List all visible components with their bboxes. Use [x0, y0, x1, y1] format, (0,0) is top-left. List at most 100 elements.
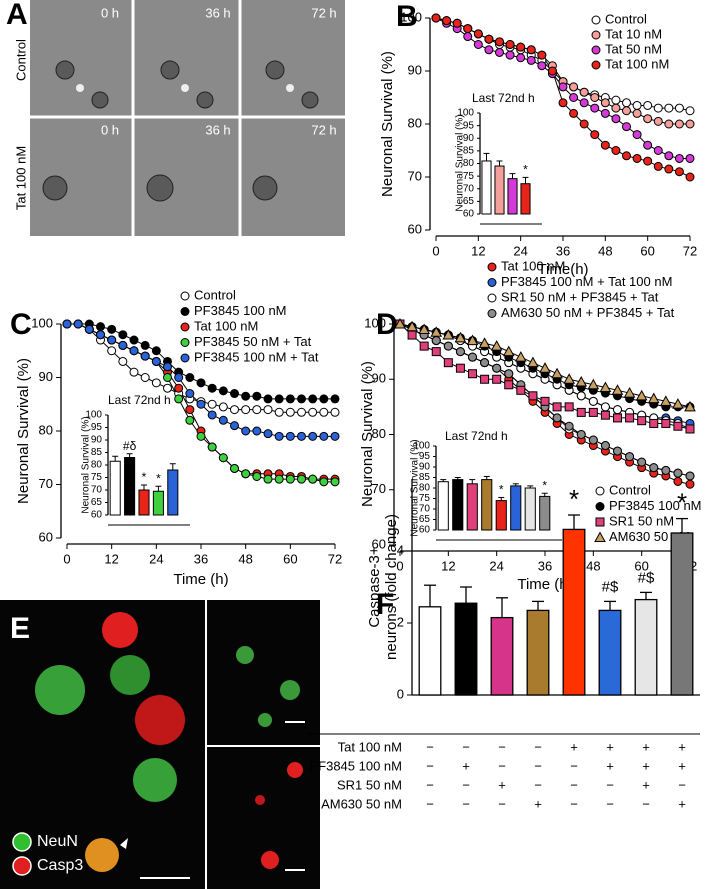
data-point: [207, 410, 217, 420]
data-point: [537, 50, 547, 60]
y-tick-label: 90: [39, 369, 53, 384]
x-tick-label: 36: [538, 558, 552, 573]
data-point: [484, 45, 494, 55]
data-point: [613, 413, 622, 423]
data-point: [635, 389, 648, 401]
y-tick-label: 60: [372, 536, 386, 551]
y-tick-label: 70: [463, 183, 475, 194]
x-tick-label: 12: [471, 243, 485, 258]
x-tick-label: 12: [104, 551, 118, 566]
x-axis-label: Time(h): [537, 261, 588, 278]
data-point: [622, 98, 631, 108]
x-tick-label: 60: [640, 243, 654, 258]
treatment-sign: −: [462, 777, 470, 792]
data-point: [431, 336, 441, 346]
legend-label: PF3845 100 nM: [194, 303, 287, 318]
data-point: [673, 468, 683, 478]
image-dividers: [140, 600, 320, 889]
treatment-label: SR1 50 nM: [337, 777, 402, 792]
data-point: [431, 347, 441, 357]
data-point: [504, 369, 514, 379]
data-point: [129, 335, 139, 345]
treatment-sign: −: [498, 796, 506, 811]
inset-title: Last 72nd h: [108, 393, 171, 407]
treatment-sign: +: [570, 739, 578, 754]
data-point: [463, 32, 473, 42]
data-point: [564, 421, 574, 431]
inset-bar: [466, 483, 478, 531]
legend-label: Control: [609, 482, 651, 497]
y-tick-label: 85: [91, 447, 103, 458]
legend-marker: [595, 486, 605, 496]
x-tick-label: 24: [489, 558, 503, 573]
treatment-sign: −: [606, 777, 614, 792]
y-tick-label: 80: [91, 460, 103, 471]
legend-marker: [591, 15, 601, 25]
legend-marker: [591, 45, 601, 55]
y-tick-label: 60: [39, 529, 53, 544]
x-tick-label: 48: [586, 558, 600, 573]
data-point: [495, 37, 504, 47]
data-point: [576, 391, 586, 401]
data-point: [625, 452, 635, 462]
y-tick-label: 100: [457, 108, 474, 119]
inset-bar: [481, 479, 493, 531]
data-point: [632, 130, 642, 140]
treatment-sign: +: [642, 777, 650, 792]
treatment-sign: +: [642, 739, 650, 754]
panel-label: E: [10, 612, 30, 645]
legend-marker: [591, 60, 601, 70]
inset-y-label: Neuronal Survival (%): [81, 416, 92, 513]
y-tick-label: 90: [419, 462, 431, 473]
legend-label: SR1 50 nM: [609, 513, 674, 528]
inset-y-label: Neuronal Survival (%): [410, 439, 421, 536]
y-axis-label: Neuronal Survival (%): [359, 361, 376, 507]
inset-y-label: Neuronal Survival (%): [455, 114, 466, 211]
y-tick-label: 60: [408, 221, 422, 236]
y-axis-label: Neuronal Survival (%): [379, 51, 396, 197]
data-point: [579, 87, 589, 97]
data-point: [672, 398, 684, 409]
data-point: [569, 93, 579, 102]
significance: #$: [638, 569, 655, 586]
treatment-sign: −: [462, 739, 470, 754]
treatment-sign: −: [426, 758, 434, 773]
legend-label: PF3845 100 nM + Tat 100 nM: [501, 274, 672, 289]
data-point: [540, 396, 550, 406]
treatment-label: PF3845 100 nM: [309, 758, 402, 773]
arrowhead: [120, 838, 128, 849]
y-tick-label: 70: [91, 485, 103, 496]
treatment-sign: +: [462, 758, 470, 773]
legend-label: NeuN: [37, 833, 78, 850]
data-point: [230, 389, 239, 399]
data-point: [588, 407, 598, 417]
treatment-sign: +: [534, 796, 542, 811]
data-point: [579, 98, 589, 108]
data-point: [230, 463, 239, 473]
legend-marker: [180, 291, 190, 301]
panel-label: F: [376, 588, 394, 621]
panel-e-images: E NeuN Casp3: [0, 600, 320, 889]
data-point: [558, 82, 568, 92]
data-point: [252, 405, 262, 415]
data-point: [118, 330, 128, 340]
y-axis-label: neurons (fold change): [383, 514, 400, 660]
treatment-sign: −: [570, 796, 578, 811]
data-point: [558, 98, 568, 108]
data-point: [600, 108, 610, 118]
y-tick-label: 2: [397, 614, 404, 629]
legend-marker: [591, 30, 601, 40]
treatment-sign: −: [678, 777, 686, 792]
panel-label: C: [10, 308, 32, 341]
data-point: [319, 407, 329, 417]
treatment-label: Tat 100 nM: [338, 739, 402, 754]
bar: [634, 598, 658, 696]
significance: #δ: [123, 439, 137, 453]
data-point: [588, 396, 598, 406]
y-tick-label: 100: [364, 315, 386, 330]
legend-label: Control: [605, 11, 647, 26]
treatment-sign: −: [426, 777, 434, 792]
data-point: [622, 122, 631, 132]
legend-marker: [180, 322, 190, 332]
panel-label: B: [396, 0, 418, 33]
